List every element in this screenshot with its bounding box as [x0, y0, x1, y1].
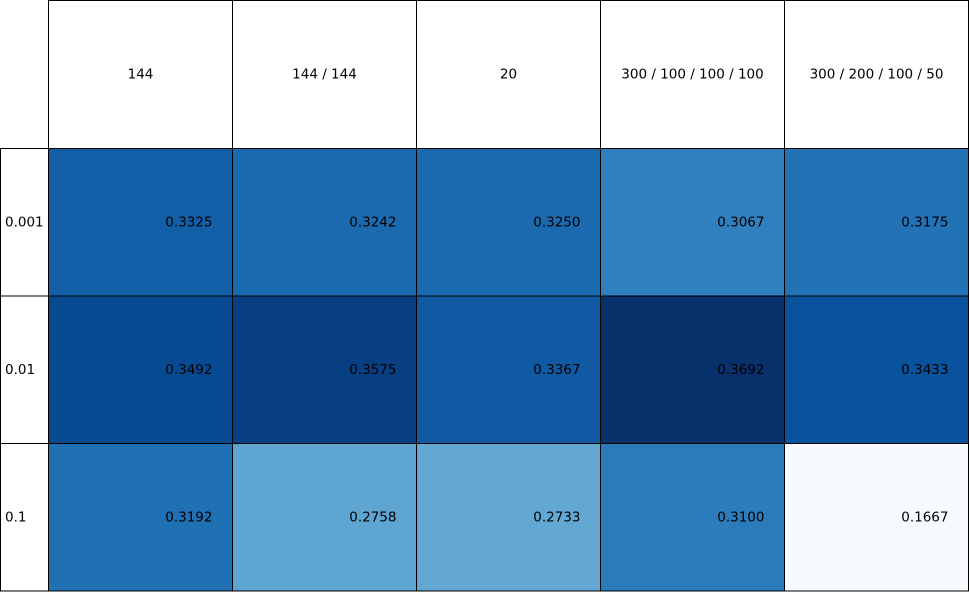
column-header-label: 300 / 100 / 100 / 100 [621, 67, 763, 83]
row-header-cell [0, 148, 49, 297]
heatmap-cell [600, 295, 785, 444]
cell-value-label: 0.2733 [533, 509, 580, 525]
heatmap-cell [232, 148, 417, 297]
column-header-label: 144 / 144 [292, 67, 357, 83]
cell-value-label: 0.3250 [533, 214, 580, 230]
column-header-label: 300 / 200 / 100 / 50 [810, 67, 944, 83]
cell-value-label: 0.1667 [901, 509, 948, 525]
cell-value-label: 0.3492 [165, 362, 212, 378]
row-header-label: 0.1 [5, 509, 26, 525]
row-header-cell [0, 295, 49, 444]
heatmap-cell [232, 295, 417, 444]
row-header-label: 0.001 [5, 214, 44, 230]
heatmap-cell [416, 443, 601, 592]
heatmap-cell [48, 443, 233, 592]
column-header-cell [600, 0, 785, 149]
column-header-cell [48, 0, 233, 149]
heatmap-cell [600, 148, 785, 297]
column-header-label: 144 [128, 67, 154, 83]
cell-value-label: 0.3433 [901, 362, 948, 378]
heatmap-cell [48, 148, 233, 297]
cell-value-label: 0.3175 [901, 214, 948, 230]
cell-value-label: 0.2758 [349, 509, 396, 525]
heatmap-cell [784, 443, 969, 592]
row-header-cell [0, 443, 49, 592]
column-header-cell [784, 0, 969, 149]
row-header-label: 0.01 [5, 362, 35, 378]
column-header-cell [232, 0, 417, 149]
column-header-cell [416, 0, 601, 149]
heatmap-cell [784, 295, 969, 444]
cell-value-label: 0.3100 [717, 509, 764, 525]
heatmap-cell [600, 443, 785, 592]
cell-value-label: 0.3242 [349, 214, 396, 230]
cell-value-label: 0.3367 [533, 362, 580, 378]
cell-value-label: 0.3575 [349, 362, 396, 378]
cell-value-label: 0.3692 [717, 362, 764, 378]
cell-value-label: 0.3192 [165, 509, 212, 525]
heatmap-cell [232, 443, 417, 592]
cell-value-label: 0.3067 [717, 214, 764, 230]
heatmap-cell [416, 295, 601, 444]
column-header-label: 20 [500, 67, 517, 83]
heatmap-cell [48, 295, 233, 444]
cell-value-label: 0.3325 [165, 214, 212, 230]
